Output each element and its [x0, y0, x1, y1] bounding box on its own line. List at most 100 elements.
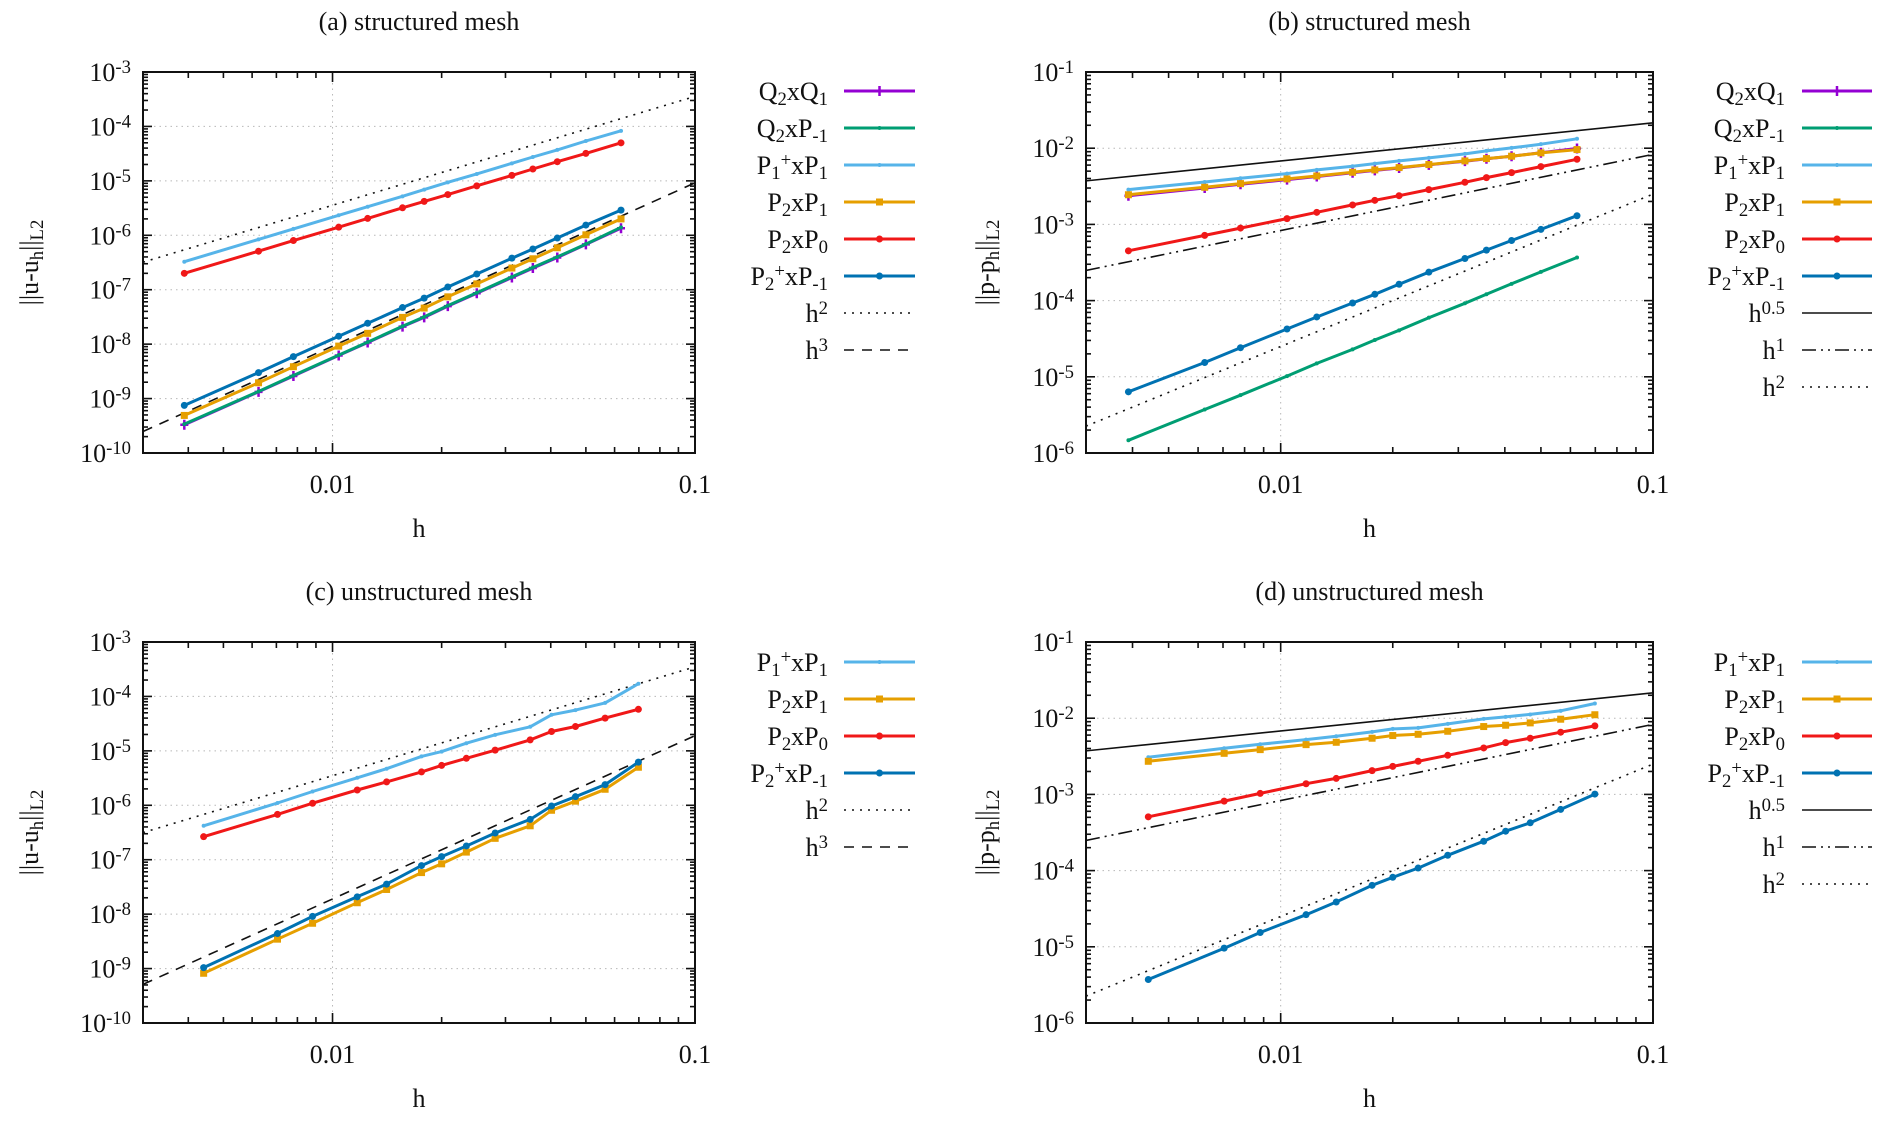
- legend-label: P2xP1: [1724, 188, 1785, 221]
- series-line: [1127, 256, 1578, 442]
- dot-marker: [1482, 246, 1490, 254]
- legend-label-sup: +: [1738, 647, 1749, 668]
- square-marker: [255, 379, 263, 387]
- series-line: [1148, 713, 1596, 763]
- legend-label-sub: 2: [1735, 89, 1744, 110]
- series-line: [202, 765, 640, 975]
- legend-label: h2: [1763, 372, 1785, 402]
- square-marker: [1425, 161, 1433, 169]
- y-tick-label-base: 10: [89, 276, 115, 305]
- dot-marker: [439, 749, 444, 754]
- dot-marker: [1575, 255, 1580, 260]
- dot-marker: [420, 294, 428, 302]
- dot-marker: [1238, 176, 1243, 181]
- square-marker: [1220, 749, 1228, 757]
- dot-marker: [309, 912, 317, 920]
- dot-marker: [491, 829, 499, 837]
- dot-marker: [1508, 169, 1516, 177]
- legend-label-sub: 1: [771, 163, 780, 184]
- legend-label-base: Q: [1716, 77, 1735, 106]
- dot-marker: [1462, 301, 1467, 306]
- legend-label-sub: 2: [1739, 734, 1748, 755]
- y-tick-label-base: 10: [89, 330, 115, 359]
- y-tick-label-sup: -5: [115, 166, 131, 187]
- legend-label-sub: 2: [782, 237, 791, 258]
- dot-marker: [464, 741, 469, 746]
- dot-marker: [274, 810, 282, 818]
- grid: [1086, 642, 1653, 1023]
- square-marker: [1444, 727, 1452, 735]
- y-tick-label: 10-2: [1032, 703, 1074, 733]
- dot-marker: [1835, 660, 1839, 664]
- y-tick-label-sup: -6: [115, 220, 131, 241]
- dot-marker: [1480, 744, 1488, 752]
- legend-label-sub: 1: [819, 697, 828, 718]
- y-tick-label-base: 10: [89, 167, 115, 196]
- dot-marker: [1573, 155, 1581, 163]
- series-line: [203, 682, 640, 828]
- square-marker: [1557, 715, 1565, 723]
- dot-marker: [1371, 290, 1379, 298]
- y-tick-label-base: 10: [89, 955, 115, 984]
- legend-label-sub: 2: [765, 771, 774, 792]
- legend-label-sub: 2: [1722, 771, 1731, 792]
- dot-marker: [573, 708, 578, 713]
- panel-title: (d) unstructured mesh: [1255, 577, 1483, 606]
- y-tick-label-base: 10: [89, 221, 115, 250]
- series-Q2xPminus1: [1126, 255, 1580, 443]
- series-P2plusxPminus1: [180, 206, 625, 409]
- legend-label-sub: 1: [1776, 660, 1785, 681]
- y-tick-label-base: 10: [89, 900, 115, 929]
- square-marker: [1371, 166, 1379, 174]
- x-tick-label: 0.01: [310, 470, 356, 499]
- dot-marker: [353, 786, 361, 794]
- series-P1plusxP1: [1146, 701, 1597, 760]
- dot-marker: [462, 754, 470, 762]
- dot-marker: [291, 226, 296, 231]
- legend-label-base: h: [806, 336, 819, 365]
- y-tick-label-base: 10: [80, 439, 106, 468]
- legend-label: P2xP1: [767, 188, 828, 221]
- dot-marker: [274, 930, 282, 938]
- y-axis-label-sub: L: [27, 229, 48, 240]
- legend-label-base: h: [1749, 299, 1762, 328]
- y-tick-label-sup: -7: [115, 845, 131, 866]
- legend-label-base: P: [1724, 685, 1738, 714]
- dot-marker: [200, 964, 208, 972]
- y-tick-label-sup: -3: [115, 57, 131, 78]
- plot-frame: [1085, 641, 1654, 1024]
- dot-marker: [384, 766, 389, 771]
- dot-marker: [876, 732, 883, 740]
- legend-label-base: xQ: [787, 77, 819, 106]
- dot-marker: [619, 128, 624, 133]
- dot-marker: [617, 139, 625, 147]
- legend-label-sub: 2: [1739, 200, 1748, 221]
- square-marker: [1508, 152, 1516, 160]
- legend-label: Q2xQ1: [1716, 77, 1785, 110]
- y-tick-label-base: 10: [1032, 857, 1058, 886]
- legend-label-sub: 1: [819, 200, 828, 221]
- dot-marker: [180, 269, 188, 277]
- dot-marker: [1237, 344, 1245, 352]
- series-line: [183, 208, 622, 407]
- dot-marker: [1202, 407, 1207, 412]
- y-tick-label-base: 10: [89, 791, 115, 820]
- square-marker: [1482, 155, 1490, 163]
- legend-label-sub: -1: [1769, 126, 1785, 147]
- y-tick-label-base: 10: [89, 737, 115, 766]
- plus-marker: [875, 86, 884, 96]
- dot-marker: [619, 225, 624, 230]
- dot-marker: [336, 213, 341, 218]
- legend-label-base: P: [1724, 188, 1738, 217]
- legend-label-base: P: [767, 225, 781, 254]
- dot-marker: [553, 234, 561, 242]
- dot-marker: [529, 245, 537, 253]
- dot-marker: [1591, 722, 1599, 730]
- legend-label-sup: +: [1731, 758, 1742, 779]
- dot-marker: [462, 842, 470, 850]
- series-line: [1127, 214, 1578, 394]
- legend-label-base: h: [1763, 870, 1776, 899]
- legend-label-base: xP: [785, 262, 812, 291]
- square-marker: [526, 822, 534, 830]
- dot-marker: [1426, 155, 1431, 160]
